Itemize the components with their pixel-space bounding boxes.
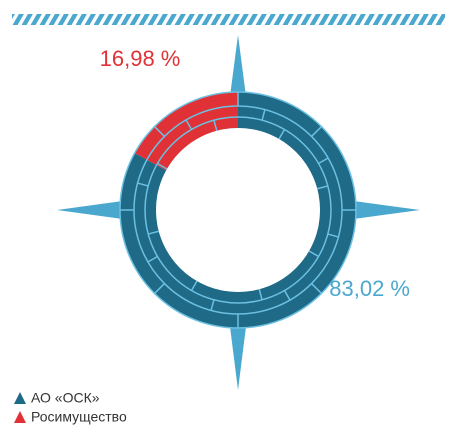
slice [134, 92, 238, 171]
ring-divider [137, 182, 149, 187]
ring-divider [283, 290, 291, 301]
legend-label: АО «ОСК» [31, 390, 100, 406]
ring-divider [261, 109, 266, 121]
value-label: 16,98 % [100, 46, 181, 71]
ring-divider [190, 280, 198, 291]
ring-divider [210, 299, 215, 311]
ring-divider [308, 250, 319, 258]
hatch-stripe [12, 14, 445, 25]
ring-divider [278, 129, 286, 140]
labels: 83,02 % АО «ОСК» 16,98 % Росимущество [14, 46, 410, 425]
ring-divider [157, 162, 168, 170]
value-label: 83,02 % [329, 276, 410, 301]
ring-divider [311, 126, 322, 137]
ring-divider [154, 126, 165, 137]
ring-divider [213, 119, 218, 131]
ring-divider [317, 185, 329, 190]
ring-divider [311, 283, 322, 294]
slice [119, 92, 357, 328]
ring-divider [147, 255, 158, 263]
ring-divider [154, 283, 165, 294]
ring [144, 116, 332, 304]
legend-label: Росимущество [31, 409, 127, 425]
ring-divider [147, 230, 159, 235]
center [156, 128, 320, 292]
ring-divider [185, 119, 193, 130]
ring-lines [119, 91, 357, 329]
legend-marker [14, 411, 26, 423]
ring-divider [258, 289, 263, 301]
ring-divider [327, 233, 339, 238]
ring-divider [318, 157, 329, 165]
legend-marker [14, 392, 26, 404]
donut [119, 92, 357, 328]
